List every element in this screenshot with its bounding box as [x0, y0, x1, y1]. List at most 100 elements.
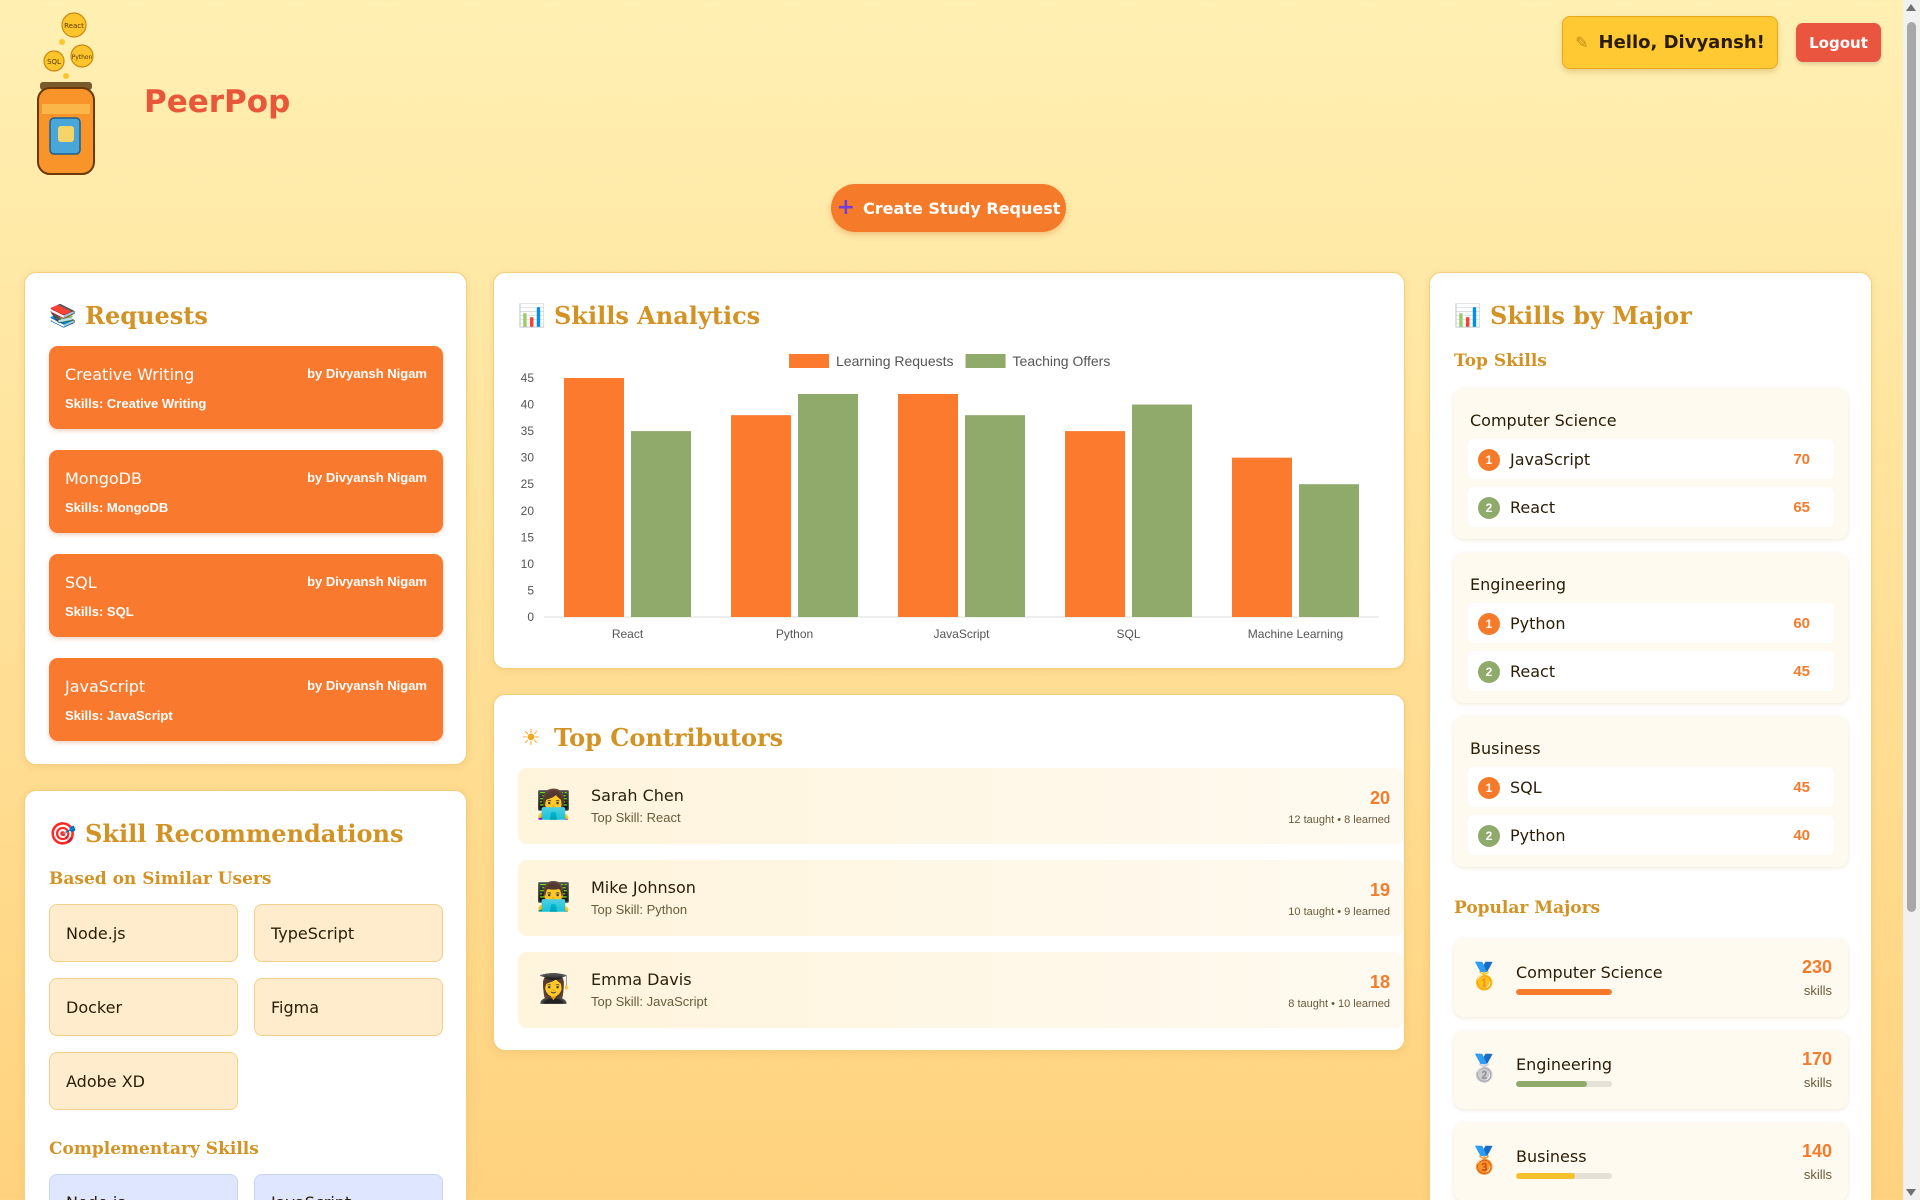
skills-analytics-card: 📊 Skills Analytics Learning Requests Teac…: [493, 272, 1405, 669]
silver-medal-icon: 🥈: [1468, 1053, 1501, 1083]
y-tick-label: 25: [521, 477, 535, 491]
skill-name: Python: [1510, 826, 1566, 845]
request-item[interactable]: SQL by Divyansh Nigam Skills: SQL: [49, 554, 443, 637]
bar-chart-icon: 📊: [518, 302, 546, 329]
request-item[interactable]: Creative Writing by Divyansh Nigam Skill…: [49, 346, 443, 429]
contributors-title-text: Top Contributors: [554, 723, 784, 752]
popularity-bar: [1516, 1173, 1612, 1179]
scroll-down-arrow-icon[interactable]: [1906, 1189, 1916, 1196]
y-tick-label: 35: [521, 424, 535, 438]
contributor-score: 19: [1369, 880, 1390, 900]
recommended-skill-chip[interactable]: TypeScript: [254, 904, 443, 962]
y-tick-label: 0: [527, 610, 534, 624]
legend-swatch[interactable]: [965, 354, 1006, 368]
popular-major-row[interactable]: 🥇 Computer Science 230 skills: [1454, 939, 1848, 1017]
svg-text:React: React: [64, 22, 84, 30]
majors-title-text: Skills by Major: [1490, 301, 1692, 330]
create-study-request-button[interactable]: + Create Study Request: [831, 184, 1066, 232]
request-item[interactable]: MongoDB by Divyansh Nigam Skills: MongoD…: [49, 450, 443, 533]
page-scrollbar[interactable]: [1903, 0, 1920, 1200]
request-author: by Divyansh Nigam: [307, 470, 427, 485]
major-skill-row[interactable]: 2 React 45: [1468, 651, 1834, 691]
major-skill-row[interactable]: 1 SQL 45: [1468, 767, 1834, 807]
request-item[interactable]: JavaScript by Divyansh Nigam Skills: Jav…: [49, 658, 443, 741]
contributor-row[interactable]: 👩‍🎓 Emma Davis Top Skill: JavaScript 18 …: [518, 952, 1404, 1028]
bar-teaching[interactable]: [1132, 404, 1192, 617]
major-skill-row[interactable]: 1 Python 60: [1468, 603, 1834, 643]
contributor-stats: 10 taught • 9 learned: [1288, 906, 1390, 918]
skill-count: 40: [1793, 827, 1810, 844]
popular-major-count: 140: [1801, 1141, 1832, 1161]
bar-learning[interactable]: [731, 415, 791, 617]
scroll-up-arrow-icon[interactable]: [1906, 4, 1916, 11]
plus-icon: +: [836, 195, 856, 220]
bar-learning[interactable]: [564, 378, 624, 617]
rank-badge: 1: [1478, 613, 1500, 635]
recommended-skill-chip[interactable]: Figma: [254, 978, 443, 1036]
legend-label[interactable]: Learning Requests: [836, 353, 954, 369]
popularity-bar-fill: [1516, 989, 1612, 995]
majors-title: 📊 Skills by Major: [1454, 301, 1692, 330]
major-group: Business 1 SQL 45 2 Python 40: [1454, 717, 1848, 867]
x-tick-label: JavaScript: [933, 627, 990, 641]
legend-label[interactable]: Teaching Offers: [1013, 353, 1111, 369]
request-author: by Divyansh Nigam: [307, 366, 427, 381]
bar-learning[interactable]: [1065, 431, 1125, 617]
major-skill-row[interactable]: 2 Python 40: [1468, 815, 1834, 855]
avatar-icon: 👩‍🎓: [536, 973, 571, 1004]
bar-teaching[interactable]: [798, 393, 858, 617]
recommended-skill-chip[interactable]: Docker: [49, 978, 238, 1036]
popular-major-row[interactable]: 🥈 Engineering 170 skills: [1454, 1031, 1848, 1109]
x-tick-label: React: [612, 627, 644, 641]
request-title: Creative Writing: [65, 365, 195, 384]
popular-major-row[interactable]: 🥉 Business 140 skills: [1454, 1123, 1848, 1200]
requests-card: 📚 Requests Creative Writing by Divyansh …: [24, 272, 467, 765]
contributor-name: Emma Davis: [591, 970, 692, 989]
major-group: Engineering 1 Python 60 2 React 45: [1454, 553, 1848, 703]
pencil-icon: ✎: [1575, 33, 1589, 52]
skill-count: 70: [1793, 451, 1810, 468]
x-tick-label: Machine Learning: [1248, 627, 1343, 641]
similar-users-heading: Based on Similar Users: [49, 869, 272, 889]
bar-learning[interactable]: [1232, 457, 1292, 617]
bar-learning[interactable]: [898, 393, 958, 617]
logout-button[interactable]: Logout: [1796, 23, 1881, 62]
contributor-row[interactable]: 👨‍💻 Mike Johnson Top Skill: Python 19 10…: [518, 860, 1404, 936]
user-greeting-button[interactable]: ✎ Hello, Divyansh!: [1562, 16, 1778, 69]
y-tick-label: 30: [521, 451, 535, 465]
rank-badge: 1: [1478, 449, 1500, 471]
top-skills-heading: Top Skills: [1454, 351, 1547, 371]
complementary-skill-chip[interactable]: Node.js: [49, 1174, 238, 1200]
contributor-stats: 12 taught • 8 learned: [1288, 814, 1390, 826]
avatar-icon: 👩‍💻: [536, 789, 571, 820]
y-tick-label: 10: [521, 557, 535, 571]
popular-majors-heading: Popular Majors: [1454, 898, 1601, 918]
skill-name: JavaScript: [1510, 450, 1591, 469]
y-tick-label: 5: [527, 583, 534, 597]
rank-badge: 2: [1478, 661, 1500, 683]
x-tick-label: SQL: [1116, 627, 1140, 641]
skills-bar-chart: Learning Requests Teaching Offers 0 5 10 15 2…: [521, 353, 1379, 641]
skills-by-major-card: 📊 Skills by Major Top Skills Computer Sc…: [1429, 272, 1872, 1200]
rank-badge: 2: [1478, 825, 1500, 847]
contributor-top-skill: Top Skill: Python: [591, 902, 688, 917]
contributor-row[interactable]: 👩‍💻 Sarah Chen Top Skill: React 20 12 ta…: [518, 768, 1404, 844]
recommended-skill-chip[interactable]: Node.js: [49, 904, 238, 962]
popular-major-count: 170: [1801, 1049, 1832, 1069]
request-skills: Skills: Creative Writing: [65, 396, 207, 411]
popular-major-unit: skills: [1803, 983, 1832, 998]
popular-major-name: Computer Science: [1516, 963, 1663, 982]
major-skill-row[interactable]: 2 React 65: [1468, 487, 1834, 527]
bar-teaching[interactable]: [965, 415, 1025, 617]
y-tick-label: 45: [521, 371, 535, 385]
major-skill-row[interactable]: 1 JavaScript 70: [1468, 439, 1834, 479]
bar-teaching[interactable]: [631, 431, 691, 617]
target-icon: 🎯: [49, 820, 77, 847]
complementary-skill-chip[interactable]: JavaScript: [254, 1174, 443, 1200]
legend-swatch[interactable]: [789, 354, 829, 368]
recommended-skill-chip[interactable]: Adobe XD: [49, 1052, 238, 1110]
recommendations-title-text: Skill Recommendations: [85, 819, 404, 848]
bar-teaching[interactable]: [1299, 484, 1359, 617]
rank-badge: 2: [1478, 497, 1500, 519]
scrollbar-thumb[interactable]: [1907, 22, 1916, 912]
